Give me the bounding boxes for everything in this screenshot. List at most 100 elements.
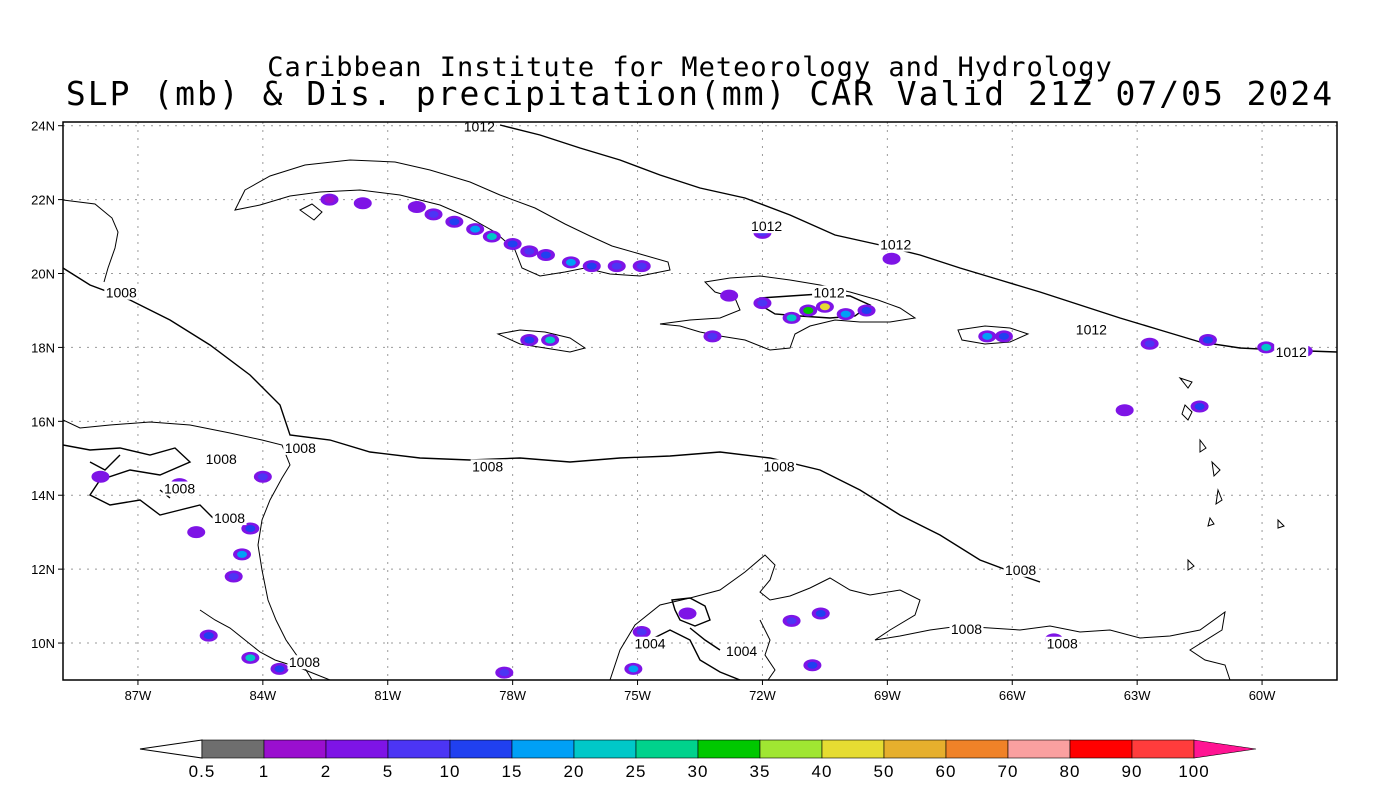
colorbar-swatch <box>387 739 451 759</box>
precip-cell-core <box>861 306 872 314</box>
isobar-1004-colombia <box>671 597 721 651</box>
coast-puerto-rico <box>957 325 1030 345</box>
colorbar-label: 40 <box>812 762 833 781</box>
colorbar-label: 50 <box>874 762 895 781</box>
precip-cell-core <box>636 628 647 636</box>
coastlines <box>63 159 1285 680</box>
isobar-label: 1012 <box>813 285 844 301</box>
isobar-label: 1012 <box>1076 322 1107 338</box>
precip-cell-core <box>982 332 993 340</box>
map-title-institution: Caribbean Institute for Meteorology and … <box>267 52 1113 83</box>
colorbar-swatch <box>573 739 637 759</box>
precip-cell-core <box>815 609 826 617</box>
isobar-label: 1012 <box>880 237 911 253</box>
colorbar-swatch <box>201 739 265 759</box>
lat-label: 24N <box>31 119 55 134</box>
map-title-product: SLP (mb) & Dis. precipitation(mm) CAR Va… <box>65 74 1335 113</box>
colorbar-label: 20 <box>564 762 585 781</box>
colorbar-label: 0.5 <box>189 762 216 781</box>
colorbar-label: 100 <box>1178 762 1209 781</box>
colorbar-swatch <box>697 739 761 759</box>
colorbar-swatch <box>325 739 389 759</box>
lat-label: 18N <box>31 340 55 355</box>
isobar-labels: 1012 1012 1012 1012 1012 1012 1008 1008 1008 1008… <box>104 118 1309 670</box>
isobar-label-bg <box>104 285 139 300</box>
precip-cell-core <box>998 332 1009 340</box>
lat-label: 10N <box>31 636 55 651</box>
precip-cell-core <box>540 251 551 259</box>
precip-cell-core <box>411 203 422 211</box>
precip-cell-core <box>565 258 576 266</box>
graticule <box>63 122 1337 680</box>
lon-label: 72W <box>749 688 776 703</box>
colorbar-label: 80 <box>1060 762 1081 781</box>
precip-cell-core <box>191 528 202 536</box>
precip-cell-core <box>507 240 518 248</box>
precip-cell-core <box>545 336 556 344</box>
isobar-label-bg <box>462 119 497 134</box>
precip-cell-core <box>428 210 439 218</box>
precip-cell-core <box>786 617 797 625</box>
precip-cell-core <box>228 573 239 581</box>
lon-label: 63W <box>1124 688 1151 703</box>
precip-cell-core <box>682 609 693 617</box>
coast-south-america <box>609 554 1231 680</box>
isobar-label: 1008 <box>1047 636 1078 652</box>
colorbar-label: 10 <box>440 762 461 781</box>
isobar-label-bg <box>470 459 505 474</box>
isobar-label-bg <box>283 440 318 455</box>
precip-cell-core <box>886 255 897 263</box>
lon-label: 84W <box>249 688 276 703</box>
isobar-label: 1008 <box>214 510 245 526</box>
colorbar-label: 1 <box>259 762 269 781</box>
precip-cell-core <box>237 550 248 558</box>
isobar-label-bg <box>949 621 984 636</box>
lon-label: 78W <box>499 688 526 703</box>
precip-cell-core <box>803 306 814 314</box>
isobar-1008-hispaniola <box>759 293 872 319</box>
colorbar-label: 90 <box>1122 762 1143 781</box>
precip-cell-core <box>257 473 268 481</box>
isobar-label-bg <box>212 511 247 526</box>
precip-cell-core <box>636 262 647 270</box>
isobar-label: 1012 <box>1276 344 1307 360</box>
precip-cell-core <box>757 299 768 307</box>
precip-cell-core <box>786 314 797 322</box>
lon-label: 87W <box>125 688 152 703</box>
isobar-label-bg <box>812 285 847 300</box>
coast-central-america <box>63 199 313 680</box>
precip-cell-core <box>1202 336 1213 344</box>
lat-label: 12N <box>31 562 55 577</box>
precip-cell-core <box>1261 343 1272 351</box>
longitude-labels: 87W 84W 81W 78W 75W 72W 69W 66W 63W 60W <box>125 680 1276 703</box>
precip-colorbar: 0.5 1 2 5 10 15 20 25 30 35 40 50 60 70 80 90 100 <box>139 739 1257 781</box>
precip-cell-core <box>245 654 256 662</box>
colorbar-label: 25 <box>626 762 647 781</box>
isobar-label: 1008 <box>764 458 795 474</box>
precip-cell-core <box>499 669 510 677</box>
precip-cell-core <box>274 665 285 673</box>
precip-cell-core <box>470 225 481 233</box>
isobar-label-bg <box>204 451 239 466</box>
colorbar-swatch <box>1007 739 1071 759</box>
lon-label: 66W <box>999 688 1026 703</box>
precip-cell-core <box>807 661 818 669</box>
colorbar-label: 30 <box>688 762 709 781</box>
isobar-label: 1008 <box>285 440 316 456</box>
precip-cell-core <box>628 665 639 673</box>
lat-label: 14N <box>31 488 55 503</box>
colorbar-swatch <box>511 739 575 759</box>
isobar-label-bg <box>1274 344 1309 359</box>
precip-cell-core <box>524 336 535 344</box>
latitude-labels: 24N 22N 20N 18N 16N 14N 12N 10N <box>31 119 63 651</box>
precip-cell-core <box>324 196 335 204</box>
isobar-label-bg <box>1003 562 1038 577</box>
isobar-label: 1004 <box>726 643 757 659</box>
isobar-label-bg <box>749 219 784 234</box>
lon-label: 69W <box>874 688 901 703</box>
lon-label: 81W <box>374 688 401 703</box>
colorbar-swatch <box>1069 739 1133 759</box>
precip-cell-core <box>586 262 597 270</box>
coast-lesser-antilles <box>1178 376 1285 571</box>
coast-isle-of-youth <box>299 203 323 221</box>
